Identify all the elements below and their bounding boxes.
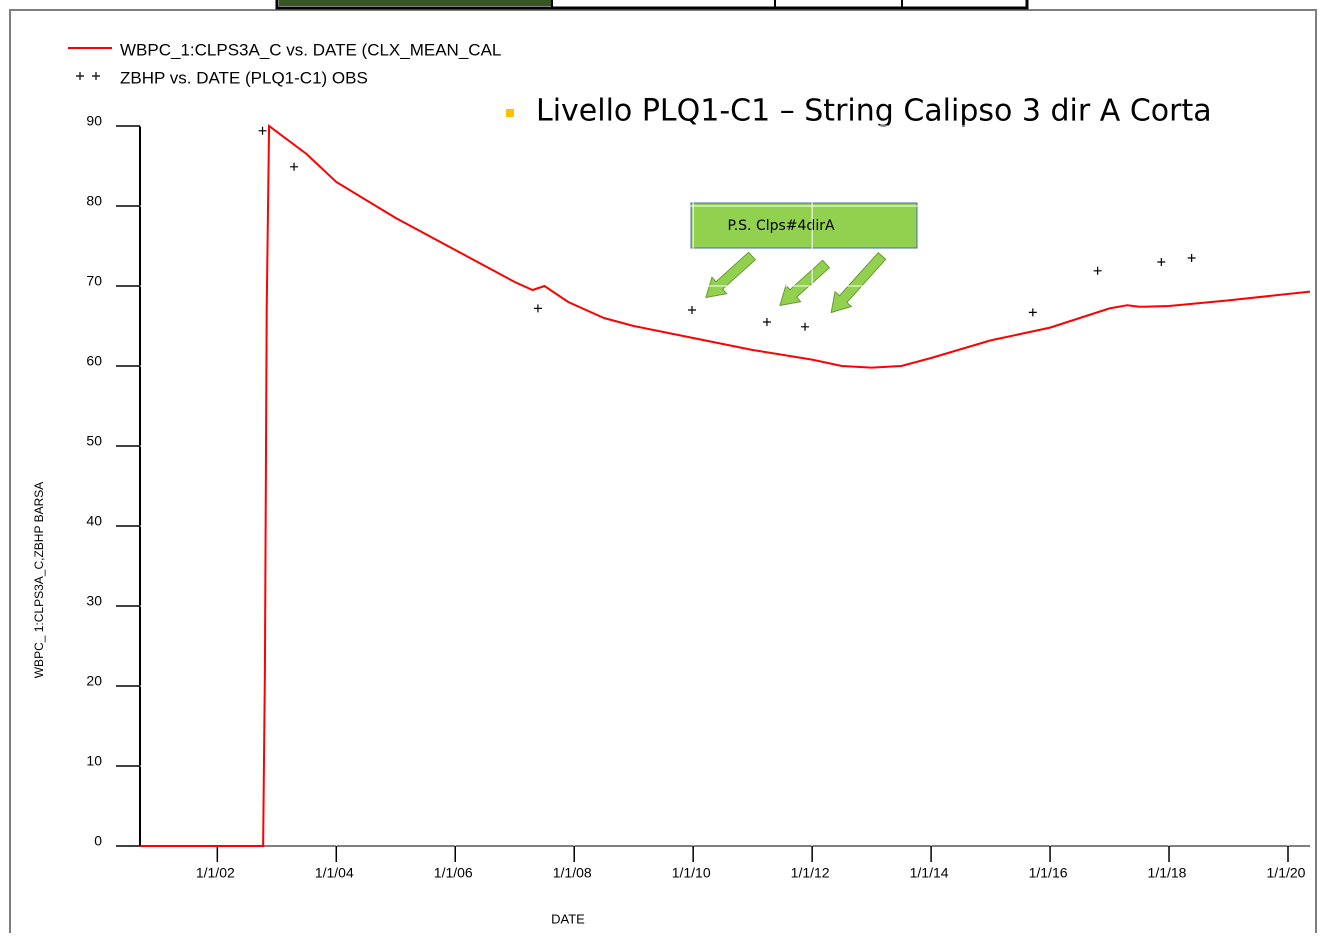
y-axis-label: WBPC_ 1:CLPS3A_C,ZBHP BARSA	[32, 482, 46, 679]
x-axis-label: DATE	[551, 911, 585, 926]
legend-label: ZBHP vs. DATE (PLQ1-C1) OBS	[120, 68, 368, 87]
observation-marker	[1157, 258, 1166, 266]
legend-swatch	[76, 72, 100, 80]
legend-label: WBPC_1:CLPS3A_C vs. DATE (CLX_MEAN_CAL	[120, 40, 501, 59]
x-tick-label: 1/1/20	[1267, 865, 1306, 881]
annotation: Livello PLQ1-C1 – String Calipso 3 dir A…	[536, 94, 1212, 129]
top-bar-box	[275, 0, 1029, 10]
observation-marker	[1187, 254, 1196, 262]
observation-marker	[533, 304, 542, 313]
x-tick-label: 1/1/02	[196, 865, 235, 881]
x-tick-label: 1/1/08	[553, 865, 592, 881]
y-tick-label: 50	[86, 433, 102, 449]
top-bar	[275, 0, 1029, 10]
y-tick-label: 90	[86, 113, 102, 129]
arrow	[830, 251, 887, 314]
arrow	[779, 259, 831, 307]
x-tick-label: 1/1/16	[1029, 865, 1068, 881]
top-bar-cell	[279, 0, 552, 6]
x-tick-label: 1/1/10	[672, 865, 711, 881]
observation-marker	[762, 318, 771, 326]
observation-marker	[258, 126, 267, 135]
x-tick-label: 1/1/12	[791, 865, 830, 881]
observation-marker	[801, 322, 810, 331]
y-tick-label: 10	[86, 753, 102, 769]
frame	[9, 9, 1317, 938]
y-tick-label: 80	[86, 193, 102, 209]
y-tick-label: 70	[86, 273, 102, 289]
y-tick-label: 60	[86, 353, 102, 369]
observation-marker	[1093, 266, 1102, 275]
x-tick-label: 1/1/18	[1148, 865, 1187, 881]
annotation-bullet	[506, 109, 514, 117]
y-tick-label: 40	[86, 513, 102, 529]
arrows	[705, 251, 887, 314]
y-tick-label: 20	[86, 673, 102, 689]
callout-box	[690, 202, 918, 249]
observation-marker	[1028, 308, 1037, 317]
x-tick-label: 1/1/04	[315, 865, 354, 881]
x-tick-label: 1/1/06	[434, 865, 473, 881]
observation-marker	[687, 306, 696, 314]
y-tick-label: 30	[86, 593, 102, 609]
callout: P.S. Clps#4dirA	[727, 218, 835, 234]
y-tick-label: 0	[94, 833, 102, 849]
x-tick-label: 1/1/14	[910, 865, 949, 881]
line	[140, 124, 1311, 847]
observation-marker	[290, 162, 299, 171]
